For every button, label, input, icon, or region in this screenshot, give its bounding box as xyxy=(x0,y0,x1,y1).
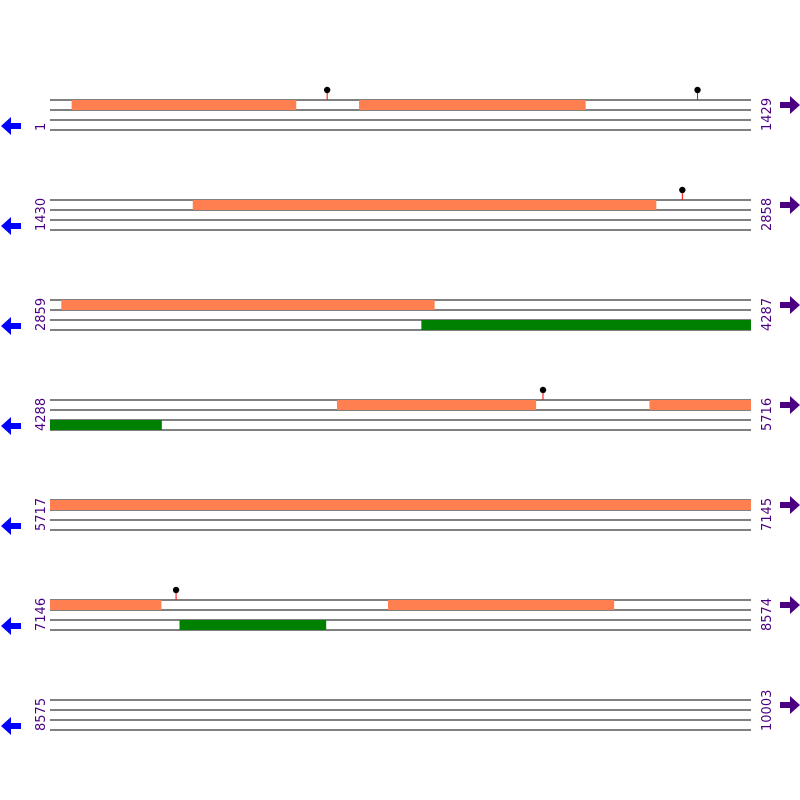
arrow-left-icon[interactable] xyxy=(1,217,21,235)
arrow-right-icon[interactable] xyxy=(780,396,800,414)
row-start-position: 7146 xyxy=(34,598,49,631)
row-end-position: 2858 xyxy=(760,198,775,231)
arrow-right-icon[interactable] xyxy=(780,196,800,214)
arrow-right-icon[interactable] xyxy=(780,696,800,714)
reverse-feature-bar[interactable] xyxy=(50,420,162,430)
sequence-row: 1430 2858 xyxy=(1,186,800,235)
forward-feature-bar[interactable] xyxy=(359,100,586,110)
forward-feature-bar[interactable] xyxy=(71,100,297,110)
forward-feature-bar[interactable] xyxy=(50,600,162,610)
arrow-left-icon[interactable] xyxy=(1,617,21,635)
sequence-row: 7146 8574 xyxy=(1,586,800,635)
row-start-position: 2859 xyxy=(34,298,49,331)
forward-feature-bar[interactable] xyxy=(61,300,435,310)
reverse-feature-bar[interactable] xyxy=(179,620,327,630)
arrow-right-icon[interactable] xyxy=(780,596,800,614)
forward-feature-bar[interactable] xyxy=(192,200,657,210)
forward-feature-bar[interactable] xyxy=(387,600,615,610)
arrow-right-icon[interactable] xyxy=(780,96,800,114)
forward-feature-bar[interactable] xyxy=(336,400,537,410)
lollipop-marker-icon[interactable] xyxy=(679,186,686,194)
lollipop-marker-icon[interactable] xyxy=(694,86,701,94)
lollipop-marker-icon[interactable] xyxy=(172,586,180,594)
row-start-position: 1 xyxy=(34,123,49,131)
sequence-row: 1 1429 xyxy=(1,86,800,135)
sequence-row: 2859 4287 xyxy=(1,296,800,335)
forward-feature-bar[interactable] xyxy=(649,400,751,410)
arrow-left-icon[interactable] xyxy=(1,517,21,535)
lollipop-marker-icon[interactable] xyxy=(539,386,547,394)
row-end-position: 1429 xyxy=(760,98,775,131)
row-end-position: 5716 xyxy=(760,398,775,431)
sequence-row: 8575 10003 xyxy=(1,690,800,735)
arrow-left-icon[interactable] xyxy=(1,317,21,335)
row-end-position: 8574 xyxy=(760,598,775,631)
row-start-position: 1430 xyxy=(34,198,49,231)
reverse-feature-bar[interactable] xyxy=(421,320,751,330)
sequence-row: 5717 7145 xyxy=(1,496,800,535)
row-start-position: 4288 xyxy=(34,398,49,431)
arrow-right-icon[interactable] xyxy=(780,496,800,514)
lollipop-marker-icon[interactable] xyxy=(323,86,331,94)
arrow-left-icon[interactable] xyxy=(1,717,21,735)
forward-feature-bar[interactable] xyxy=(50,500,751,510)
row-end-position: 10003 xyxy=(760,690,775,731)
sequence-row: 4288 5716 xyxy=(1,386,800,435)
row-end-position: 7145 xyxy=(760,498,775,531)
row-start-position: 8575 xyxy=(34,698,49,731)
row-start-position: 5717 xyxy=(34,498,49,531)
row-end-position: 4287 xyxy=(760,298,775,331)
arrow-right-icon[interactable] xyxy=(780,296,800,314)
arrow-left-icon[interactable] xyxy=(1,417,21,435)
arrow-left-icon[interactable] xyxy=(1,117,21,135)
